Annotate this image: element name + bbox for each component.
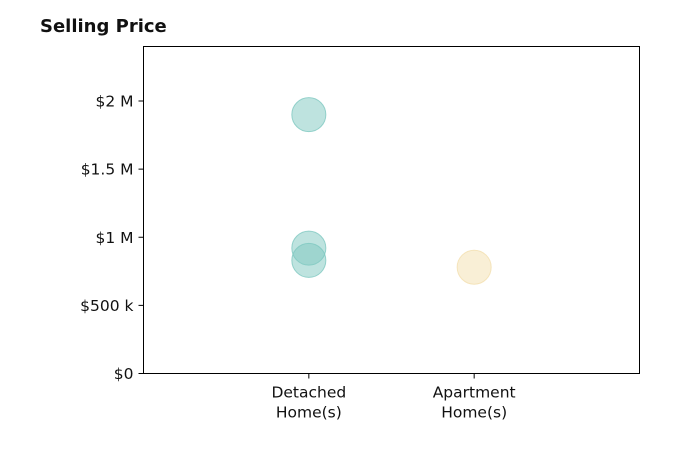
data-point [291,97,327,133]
y-axis: $0 $500 k $1 M $1.5 M $2 M [80,93,144,383]
data-point [291,242,327,278]
x-tick-label-line: Home(s) [441,404,507,422]
data-points [291,97,492,285]
x-tick-label-line: Apartment [433,384,516,402]
y-tick-label: $2 M [95,93,133,111]
x-axis: Detached Home(s) Apartment Home(s) [271,373,516,422]
x-tick-label: Detached Home(s) [271,384,346,422]
y-tick-label: $1 M [95,229,133,247]
plot-area-frame [143,46,640,374]
chart-title: Selling Price [40,16,167,37]
x-tick-label-line: Detached [271,384,346,402]
y-tick-label: $1.5 M [81,161,134,179]
x-tick-label: Apartment Home(s) [433,384,516,422]
y-tick-label: $500 k [80,297,133,315]
y-tick-label: $0 [114,365,134,383]
data-point [456,249,492,285]
x-tick-label-line: Home(s) [276,404,342,422]
